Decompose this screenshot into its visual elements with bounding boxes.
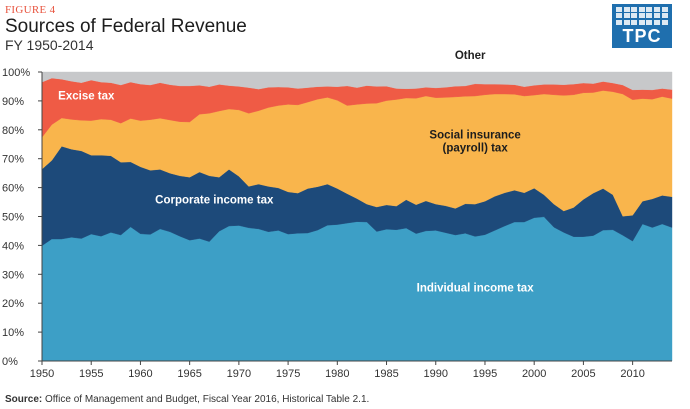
- source-text: Office of Management and Budget, Fiscal …: [45, 394, 370, 405]
- x-tick-label: 1970: [227, 368, 251, 380]
- series-label-other: Other: [455, 50, 486, 62]
- y-tick-label: 10%: [2, 327, 24, 339]
- x-tick-label: 1975: [276, 368, 300, 380]
- y-tick-label: 100%: [2, 67, 30, 79]
- x-tick-label: 1990: [424, 368, 448, 380]
- y-tick-label: 50%: [2, 212, 24, 224]
- figure-label: FIGURE 4: [5, 4, 56, 16]
- tpc-logo: TPC: [612, 4, 672, 48]
- x-tick-label: 1965: [177, 368, 201, 380]
- x-tick-label: 1995: [473, 368, 497, 380]
- chart-axes: 0% 10% 20% 30% 40% 50% 60% 70% 80% 90% 100% 1950 195…: [2, 67, 672, 380]
- x-tick-label: 1985: [374, 368, 398, 380]
- x-tick-label: 1980: [325, 368, 349, 380]
- y-tick-label: 80%: [2, 125, 24, 137]
- area-other: [41, 71, 673, 91]
- series-label-social-insurance: Social insurance: [429, 129, 520, 141]
- y-tick-label: 70%: [2, 154, 24, 166]
- x-tick-label: 1960: [128, 368, 152, 380]
- x-tick-label: 1950: [30, 368, 54, 380]
- series-labels: Other Excise tax Social insurance(payroll)…: [58, 50, 534, 295]
- logo-text: TPC: [622, 25, 662, 46]
- y-tick-label: 0%: [2, 356, 18, 368]
- x-tick-label: 2005: [571, 368, 595, 380]
- series-label-individual-income-tax: Individual income tax: [417, 283, 535, 295]
- x-tick-label: 2000: [522, 368, 546, 380]
- logo-grid-icon: [616, 7, 668, 25]
- chart-subtitle: FY 1950-2014: [5, 37, 94, 53]
- y-tick-label: 60%: [2, 183, 24, 195]
- series-label-excise-tax: Excise tax: [58, 90, 115, 102]
- series-label-corporate-income-tax: Corporate income tax: [155, 194, 274, 206]
- y-tick-label: 20%: [2, 298, 24, 310]
- x-tick-label: 1955: [79, 368, 103, 380]
- area-layers: [41, 71, 673, 362]
- chart-title: Sources of Federal Revenue: [5, 16, 247, 37]
- series-label-payroll-tax: (payroll) tax: [443, 142, 509, 154]
- y-tick-label: 90%: [2, 96, 24, 108]
- source-note: Source: Office of Management and Budget,…: [5, 394, 369, 405]
- source-label: Source:: [5, 394, 43, 405]
- y-tick-label: 30%: [2, 269, 24, 281]
- area-individual-income-tax: [41, 216, 673, 362]
- y-tick-label: 40%: [2, 240, 24, 252]
- x-tick-label: 2010: [620, 368, 644, 380]
